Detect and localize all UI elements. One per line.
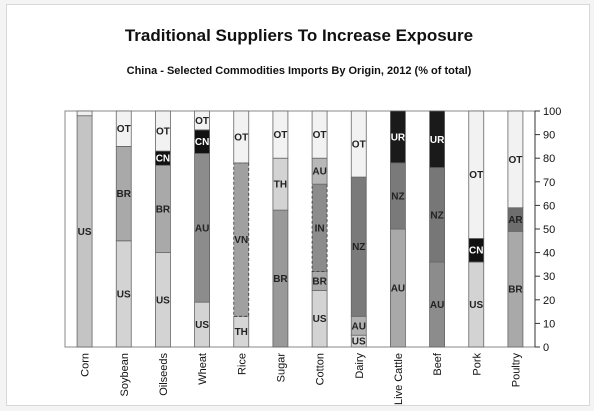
segment-label: OT: [117, 124, 131, 135]
y-tick-label: 0: [543, 342, 549, 354]
segment-label: TH: [274, 180, 287, 191]
chart-subtitle: China - Selected Commodities Imports By …: [127, 65, 472, 77]
bar-segment-soybean-ot: [115, 110, 132, 147]
category-label: Dairy: [354, 353, 366, 379]
plot-area: 0 10 20 30 40 50 60 70 80 90 100 US Corn US BR OT Soybea…: [64, 106, 561, 405]
category-label: Rice: [236, 353, 248, 375]
segment-label: OT: [352, 140, 366, 151]
category-label: Pork: [471, 353, 483, 376]
segment-label: OT: [313, 130, 327, 141]
segment-label: OT: [469, 170, 483, 181]
y-tick-label: 50: [543, 224, 555, 236]
segment-label: OT: [234, 132, 248, 143]
y-tick-label: 40: [543, 248, 555, 260]
bar-segment-oilseeds-ot: [155, 110, 171, 152]
category-label: Beef: [432, 352, 444, 376]
bar-segment-pork-ot: [468, 110, 485, 239]
segment-label: TH: [235, 327, 248, 338]
segment-label: AU: [352, 321, 366, 332]
segment-label: US: [195, 320, 209, 331]
segment-label: OT: [273, 130, 287, 141]
bar-segment-cotton-ot: [311, 110, 328, 159]
chart-title: Traditional Suppliers To Increase Exposu…: [125, 26, 473, 45]
segment-label: US: [117, 289, 131, 300]
category-label: Cotton: [315, 353, 327, 385]
segment-label: VN: [234, 235, 248, 246]
segment-label: US: [313, 314, 327, 325]
segment-label: BR: [156, 204, 171, 215]
y-tick-label: 20: [543, 295, 555, 307]
category-label: Wheat: [197, 353, 209, 385]
segment-label: UR: [391, 132, 406, 143]
y-tick-label: 100: [543, 106, 561, 118]
category-label: Oilseeds: [158, 353, 170, 396]
y-tick-label: 30: [543, 271, 555, 283]
segment-label: OT: [156, 127, 170, 138]
category-label: Poultry: [510, 353, 522, 388]
segment-label: IN: [315, 223, 325, 234]
y-tick-label: 60: [543, 200, 555, 212]
bar-segment-dairy-ot: [350, 110, 367, 178]
segment-label: CN: [195, 137, 209, 148]
category-label: Corn: [80, 353, 92, 377]
segment-label: AU: [391, 284, 405, 295]
category-label: Sugar: [275, 353, 287, 383]
plot-border: [64, 110, 536, 348]
segment-label: AU: [312, 167, 326, 178]
segment-label: US: [78, 227, 92, 238]
stacked-bar-chart: Traditional Suppliers To Increase Exposu…: [64, 26, 561, 405]
bar-segment-sugar-ot: [272, 110, 289, 159]
segment-label: NZ: [430, 210, 443, 221]
segment-label: BR: [117, 189, 132, 200]
bar-segment-wheat-ot: [194, 110, 210, 131]
segment-label: CN: [469, 246, 483, 257]
segment-label: BR: [312, 276, 327, 287]
segment-label: US: [469, 300, 483, 311]
segment-label: NZ: [391, 191, 404, 202]
segment-label: CN: [156, 154, 170, 165]
category-label: Live Cattle: [393, 353, 405, 405]
segment-label: US: [156, 295, 170, 306]
segment-label: OT: [195, 116, 209, 127]
segment-label: AU: [195, 223, 209, 234]
segment-label: BR: [273, 274, 288, 285]
bar-segment-poultry-ot: [507, 110, 524, 209]
segment-label: NZ: [352, 242, 365, 253]
segment-label: AU: [430, 300, 444, 311]
y-tick-label: 10: [543, 318, 555, 330]
segment-label: UR: [430, 135, 445, 146]
y-tick-label: 70: [543, 177, 555, 189]
bar-segment-live-cattle-ur: [390, 110, 406, 164]
y-tick-label: 90: [543, 130, 555, 142]
bar-segment-beef-ur: [429, 110, 445, 169]
segment-label: OT: [508, 155, 522, 166]
segment-label: AR: [508, 215, 523, 226]
bar-segment-corn-rest: [76, 110, 93, 117]
bar-segment-rice-ot: [233, 110, 250, 164]
category-label: Soybean: [119, 353, 131, 396]
chart-frame: Traditional Suppliers To Increase Exposu…: [6, 4, 590, 406]
segment-label: BR: [508, 285, 523, 296]
segment-label: US: [352, 337, 366, 348]
y-tick-label: 80: [543, 153, 555, 165]
